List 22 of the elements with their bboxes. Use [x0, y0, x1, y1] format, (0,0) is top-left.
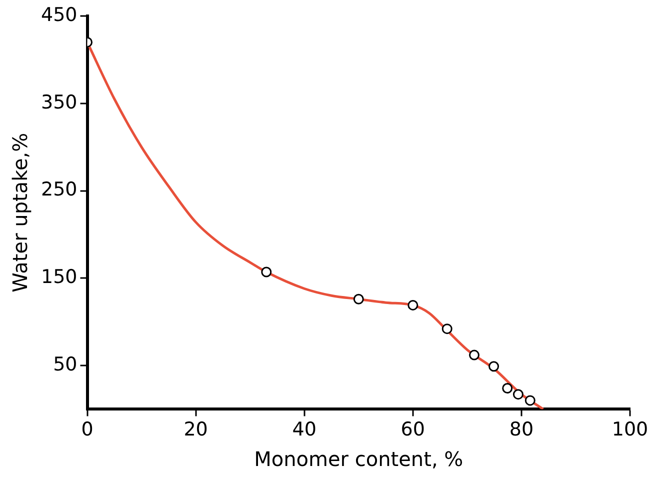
- x-axis-title: Monomer content, %: [254, 447, 464, 472]
- x-tick-label: 80: [509, 418, 534, 441]
- point: [408, 300, 418, 310]
- point: [442, 324, 452, 334]
- point: [512, 389, 524, 400]
- point: [353, 294, 364, 304]
- point: [261, 266, 272, 278]
- x-tick-label: 0: [81, 418, 94, 441]
- point: [524, 395, 536, 406]
- y-tick-label: 350: [41, 91, 78, 114]
- y-tick-label: 150: [41, 266, 78, 288]
- x-tick-label: 60: [400, 418, 425, 441]
- y-tick-label: 250: [41, 178, 78, 201]
- y-tick-label: 50: [53, 353, 78, 376]
- point: [502, 382, 513, 394]
- y-axis-title: Water uptake,%: [8, 132, 32, 292]
- x-tick-label: 20: [184, 418, 208, 441]
- x-tick-label: 100: [612, 418, 648, 441]
- point: [488, 361, 500, 372]
- y-tick-label: 450: [41, 4, 78, 26]
- x-tick-label: 40: [292, 418, 316, 441]
- point: [468, 350, 480, 360]
